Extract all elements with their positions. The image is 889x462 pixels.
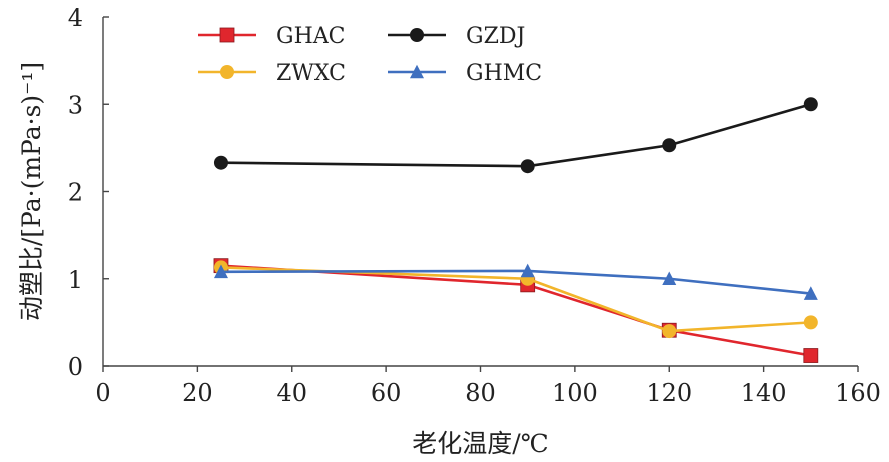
series-ghac <box>213 258 819 363</box>
legend-label-zwxc: ZWXC <box>276 61 346 86</box>
series-layer <box>213 97 819 363</box>
series-line-ghac <box>220 264 812 357</box>
data-point-zwxc <box>662 324 677 339</box>
data-point-ghac <box>803 348 819 363</box>
legend-marker-ghac <box>219 27 235 43</box>
data-point-gzdj <box>520 159 535 174</box>
legend-item-zwxc: ZWXC <box>198 61 346 86</box>
x-tick-label: 80 <box>465 379 496 407</box>
data-point-gzdj <box>662 138 677 153</box>
legend: GHAC GZDJ ZWXC GHMC <box>198 24 542 86</box>
x-tick-label: 160 <box>835 379 881 407</box>
x-tick-label: 140 <box>741 379 787 407</box>
x-axis-title: 老化温度/℃ <box>412 429 548 458</box>
x-tick-label: 120 <box>646 379 692 407</box>
legend-item-ghac: GHAC <box>198 24 345 49</box>
data-point-ghmc <box>662 271 677 286</box>
legend-marker-zwxc <box>220 65 234 79</box>
x-tick-label: 0 <box>95 379 110 407</box>
y-tick-label: 3 <box>68 91 83 119</box>
x-tick-label: 40 <box>276 379 307 407</box>
data-point-gzdj <box>213 155 228 170</box>
x-ticks: 0 20 40 60 80 100 120 140 160 <box>95 366 881 407</box>
legend-item-gzdj: GZDJ <box>388 24 525 49</box>
series-gzdj <box>213 97 818 174</box>
series-ghmc <box>213 263 818 300</box>
data-point-zwxc <box>803 315 818 330</box>
y-tick-label: 4 <box>68 4 83 32</box>
y-tick-label: 2 <box>68 179 83 207</box>
legend-label-ghmc: GHMC <box>466 61 542 86</box>
data-point-gzdj <box>803 97 818 112</box>
x-tick-label: 60 <box>371 379 402 407</box>
legend-item-ghmc: GHMC <box>388 61 542 86</box>
legend-marker-gzdj <box>410 28 424 42</box>
data-point-ghmc <box>213 264 228 279</box>
y-tick-label: 0 <box>68 353 83 381</box>
legend-marker-ghmc <box>410 64 424 79</box>
y-tick-label: 1 <box>68 266 83 294</box>
y-axis-title: 动塑比/[Pa·(mPa·s)⁻¹] <box>17 62 46 321</box>
series-line-ghmc <box>220 269 811 295</box>
x-tick-label: 20 <box>182 379 213 407</box>
data-point-ghmc <box>803 286 818 300</box>
y-ticks: 0 1 2 3 4 <box>68 4 109 381</box>
data-point-ghmc <box>520 263 535 278</box>
series-line-gzdj <box>220 103 812 168</box>
x-tick-label: 100 <box>552 379 598 407</box>
legend-label-gzdj: GZDJ <box>466 24 525 49</box>
legend-label-ghac: GHAC <box>276 24 345 49</box>
series-line-zwxc <box>220 266 811 333</box>
